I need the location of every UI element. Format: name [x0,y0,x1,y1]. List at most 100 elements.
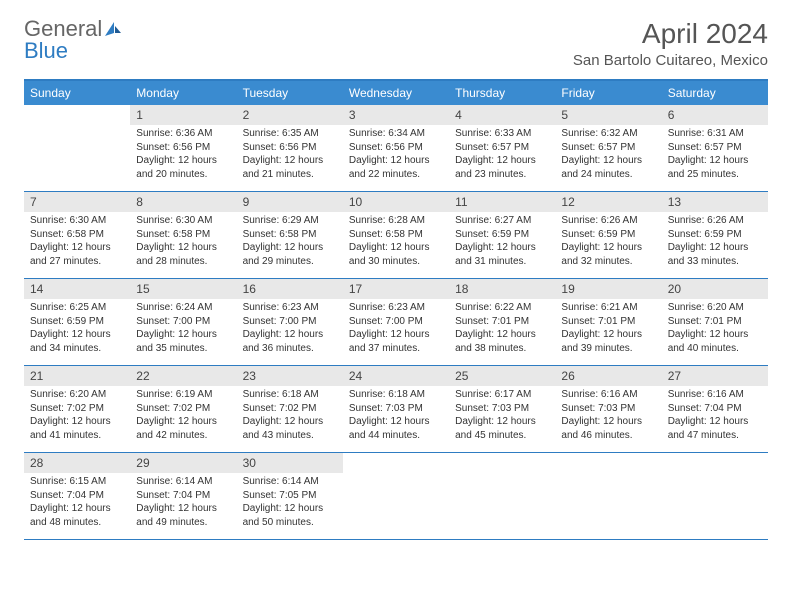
sunset-text: Sunset: 6:59 PM [455,228,549,242]
sunrise-text: Sunrise: 6:30 AM [136,214,230,228]
sunrise-text: Sunrise: 6:17 AM [455,388,549,402]
weekday-header: Tuesday [237,81,343,105]
day-number: 28 [24,453,130,473]
location: San Bartolo Cuitareo, Mexico [573,52,768,69]
day-info: Sunrise: 6:25 AMSunset: 6:59 PMDaylight:… [24,299,130,359]
day-number [449,453,555,473]
day-number: 8 [130,192,236,212]
week-row: 14Sunrise: 6:25 AMSunset: 6:59 PMDayligh… [24,279,768,366]
sunset-text: Sunset: 7:00 PM [243,315,337,329]
daylight-text: Daylight: 12 hours and 47 minutes. [668,415,762,442]
sunset-text: Sunset: 7:01 PM [668,315,762,329]
week-row: 7Sunrise: 6:30 AMSunset: 6:58 PMDaylight… [24,192,768,279]
sunrise-text: Sunrise: 6:18 AM [243,388,337,402]
day-info: Sunrise: 6:22 AMSunset: 7:01 PMDaylight:… [449,299,555,359]
day-cell: 10Sunrise: 6:28 AMSunset: 6:58 PMDayligh… [343,192,449,278]
sunset-text: Sunset: 6:59 PM [30,315,124,329]
sunrise-text: Sunrise: 6:23 AM [349,301,443,315]
daylight-text: Daylight: 12 hours and 29 minutes. [243,241,337,268]
day-number: 10 [343,192,449,212]
day-number: 16 [237,279,343,299]
daylight-text: Daylight: 12 hours and 23 minutes. [455,154,549,181]
logo-text-general: General [24,18,102,40]
daylight-text: Daylight: 12 hours and 33 minutes. [668,241,762,268]
daylight-text: Daylight: 12 hours and 39 minutes. [561,328,655,355]
day-number: 3 [343,105,449,125]
daylight-text: Daylight: 12 hours and 48 minutes. [30,502,124,529]
weekday-header-row: SundayMondayTuesdayWednesdayThursdayFrid… [24,81,768,105]
sunset-text: Sunset: 6:58 PM [243,228,337,242]
weekday-header: Friday [555,81,661,105]
weekday-header: Thursday [449,81,555,105]
sunrise-text: Sunrise: 6:32 AM [561,127,655,141]
sunrise-text: Sunrise: 6:18 AM [349,388,443,402]
day-cell: 12Sunrise: 6:26 AMSunset: 6:59 PMDayligh… [555,192,661,278]
day-cell: 7Sunrise: 6:30 AMSunset: 6:58 PMDaylight… [24,192,130,278]
sunset-text: Sunset: 7:04 PM [30,489,124,503]
daylight-text: Daylight: 12 hours and 50 minutes. [243,502,337,529]
day-info: Sunrise: 6:16 AMSunset: 7:04 PMDaylight:… [662,386,768,446]
day-number: 6 [662,105,768,125]
sunrise-text: Sunrise: 6:14 AM [136,475,230,489]
day-info: Sunrise: 6:31 AMSunset: 6:57 PMDaylight:… [662,125,768,185]
sunrise-text: Sunrise: 6:36 AM [136,127,230,141]
sunset-text: Sunset: 6:56 PM [243,141,337,155]
sunrise-text: Sunrise: 6:24 AM [136,301,230,315]
sunset-text: Sunset: 7:03 PM [349,402,443,416]
day-number [24,105,130,125]
day-cell: 4Sunrise: 6:33 AMSunset: 6:57 PMDaylight… [449,105,555,191]
day-cell: 6Sunrise: 6:31 AMSunset: 6:57 PMDaylight… [662,105,768,191]
daylight-text: Daylight: 12 hours and 28 minutes. [136,241,230,268]
sunset-text: Sunset: 6:57 PM [668,141,762,155]
sunrise-text: Sunrise: 6:23 AM [243,301,337,315]
sunset-text: Sunset: 7:04 PM [668,402,762,416]
calendar: SundayMondayTuesdayWednesdayThursdayFrid… [24,79,768,540]
daylight-text: Daylight: 12 hours and 21 minutes. [243,154,337,181]
sunrise-text: Sunrise: 6:26 AM [668,214,762,228]
day-cell: 1Sunrise: 6:36 AMSunset: 6:56 PMDaylight… [130,105,236,191]
day-info: Sunrise: 6:18 AMSunset: 7:03 PMDaylight:… [343,386,449,446]
sunset-text: Sunset: 6:58 PM [349,228,443,242]
day-cell: 16Sunrise: 6:23 AMSunset: 7:00 PMDayligh… [237,279,343,365]
day-cell: 23Sunrise: 6:18 AMSunset: 7:02 PMDayligh… [237,366,343,452]
daylight-text: Daylight: 12 hours and 35 minutes. [136,328,230,355]
day-info: Sunrise: 6:20 AMSunset: 7:02 PMDaylight:… [24,386,130,446]
daylight-text: Daylight: 12 hours and 42 minutes. [136,415,230,442]
month-title: April 2024 [573,18,768,50]
day-info: Sunrise: 6:17 AMSunset: 7:03 PMDaylight:… [449,386,555,446]
sunrise-text: Sunrise: 6:27 AM [455,214,549,228]
day-number: 23 [237,366,343,386]
daylight-text: Daylight: 12 hours and 32 minutes. [561,241,655,268]
day-info: Sunrise: 6:30 AMSunset: 6:58 PMDaylight:… [130,212,236,272]
day-cell [449,453,555,539]
day-cell: 5Sunrise: 6:32 AMSunset: 6:57 PMDaylight… [555,105,661,191]
day-info: Sunrise: 6:18 AMSunset: 7:02 PMDaylight:… [237,386,343,446]
sunset-text: Sunset: 7:01 PM [561,315,655,329]
day-cell [555,453,661,539]
daylight-text: Daylight: 12 hours and 45 minutes. [455,415,549,442]
weekday-header: Saturday [662,81,768,105]
day-number: 13 [662,192,768,212]
day-number: 29 [130,453,236,473]
day-cell: 19Sunrise: 6:21 AMSunset: 7:01 PMDayligh… [555,279,661,365]
weekday-header: Monday [130,81,236,105]
day-number: 30 [237,453,343,473]
daylight-text: Daylight: 12 hours and 41 minutes. [30,415,124,442]
day-info: Sunrise: 6:36 AMSunset: 6:56 PMDaylight:… [130,125,236,185]
day-cell: 9Sunrise: 6:29 AMSunset: 6:58 PMDaylight… [237,192,343,278]
day-number: 1 [130,105,236,125]
day-cell: 2Sunrise: 6:35 AMSunset: 6:56 PMDaylight… [237,105,343,191]
sunrise-text: Sunrise: 6:15 AM [30,475,124,489]
day-info: Sunrise: 6:33 AMSunset: 6:57 PMDaylight:… [449,125,555,185]
day-info: Sunrise: 6:29 AMSunset: 6:58 PMDaylight:… [237,212,343,272]
sunset-text: Sunset: 6:58 PM [136,228,230,242]
day-info: Sunrise: 6:27 AMSunset: 6:59 PMDaylight:… [449,212,555,272]
day-number: 14 [24,279,130,299]
day-info: Sunrise: 6:14 AMSunset: 7:05 PMDaylight:… [237,473,343,533]
sunset-text: Sunset: 7:02 PM [243,402,337,416]
day-number: 5 [555,105,661,125]
day-number: 27 [662,366,768,386]
day-info: Sunrise: 6:15 AMSunset: 7:04 PMDaylight:… [24,473,130,533]
sunrise-text: Sunrise: 6:28 AM [349,214,443,228]
week-row: 28Sunrise: 6:15 AMSunset: 7:04 PMDayligh… [24,453,768,540]
